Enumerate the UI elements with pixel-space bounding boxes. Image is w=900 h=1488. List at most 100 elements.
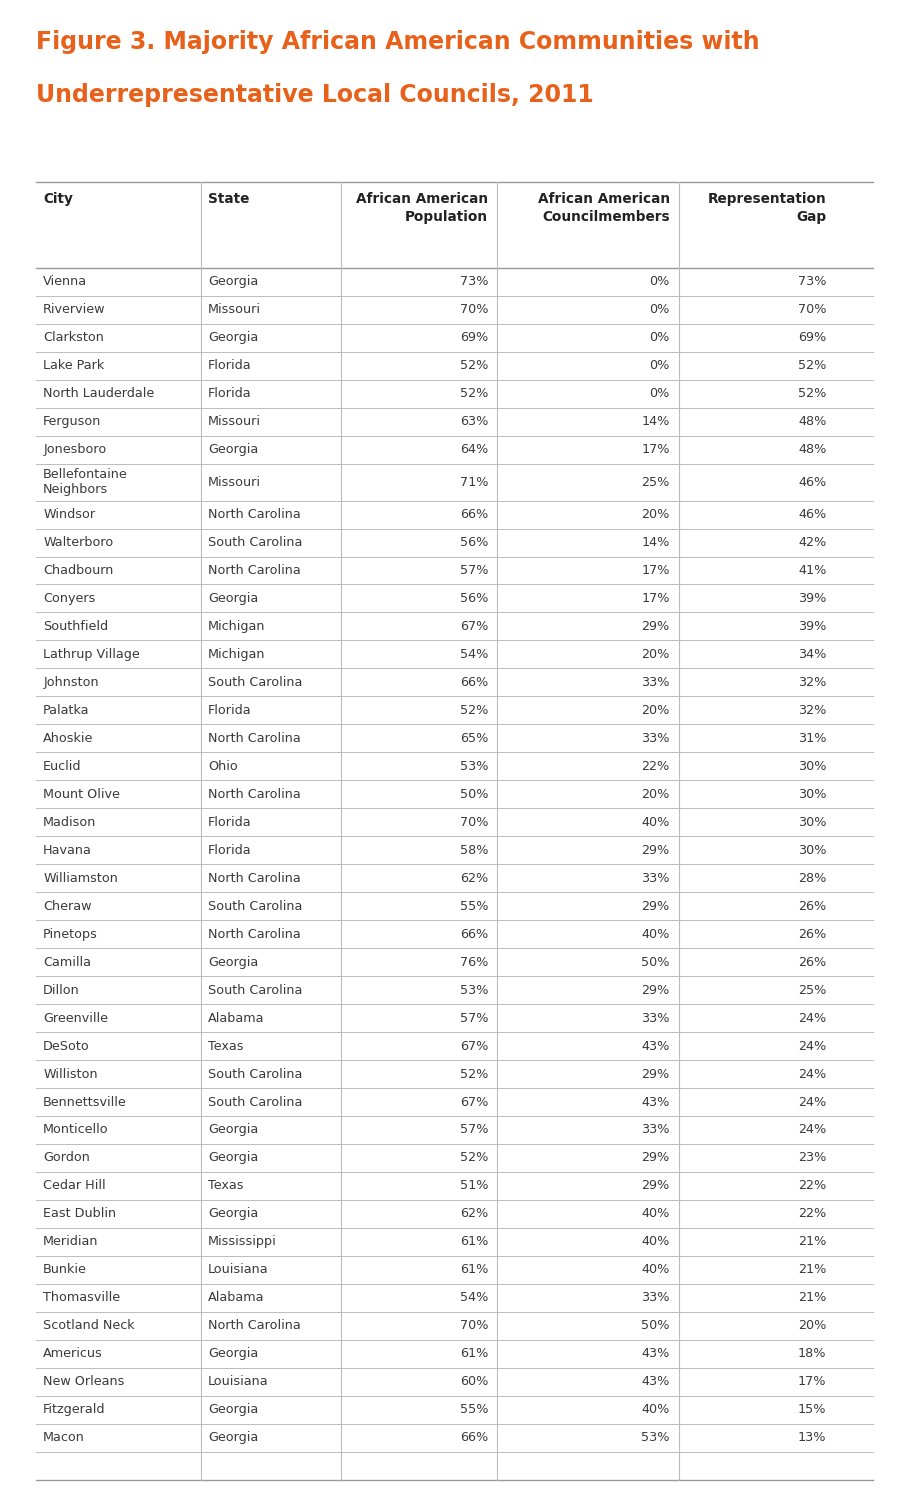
Text: South Carolina: South Carolina xyxy=(208,1095,302,1109)
Text: South Carolina: South Carolina xyxy=(208,676,302,689)
Text: 29%: 29% xyxy=(642,1180,670,1192)
Text: 69%: 69% xyxy=(798,332,826,344)
Text: Vienna: Vienna xyxy=(43,275,87,289)
Text: 52%: 52% xyxy=(460,704,488,717)
Text: 24%: 24% xyxy=(798,1012,826,1025)
Text: 66%: 66% xyxy=(460,507,488,521)
Text: North Carolina: North Carolina xyxy=(208,507,301,521)
Text: Texas: Texas xyxy=(208,1180,244,1192)
Text: Florida: Florida xyxy=(208,387,252,400)
Text: North Carolina: North Carolina xyxy=(208,732,301,745)
Text: 30%: 30% xyxy=(797,844,826,857)
Text: 52%: 52% xyxy=(798,387,826,400)
Text: 46%: 46% xyxy=(798,507,826,521)
Text: South Carolina: South Carolina xyxy=(208,984,302,997)
Text: 32%: 32% xyxy=(798,676,826,689)
Text: Monticello: Monticello xyxy=(43,1123,109,1137)
Text: 55%: 55% xyxy=(460,1403,488,1417)
Text: Macon: Macon xyxy=(43,1431,86,1445)
Text: 30%: 30% xyxy=(797,815,826,829)
Text: State: State xyxy=(208,192,249,205)
Text: 18%: 18% xyxy=(797,1347,826,1360)
Text: 33%: 33% xyxy=(642,1123,670,1137)
Text: 55%: 55% xyxy=(460,900,488,912)
Text: Missouri: Missouri xyxy=(208,476,261,488)
Text: 23%: 23% xyxy=(798,1152,826,1165)
Text: Georgia: Georgia xyxy=(208,1431,258,1445)
Text: Southfield: Southfield xyxy=(43,620,108,632)
Text: Cheraw: Cheraw xyxy=(43,900,92,912)
Text: 50%: 50% xyxy=(642,955,670,969)
Text: 48%: 48% xyxy=(798,443,826,457)
Text: South Carolina: South Carolina xyxy=(208,536,302,549)
Text: North Carolina: North Carolina xyxy=(208,787,301,801)
Text: Johnston: Johnston xyxy=(43,676,99,689)
Text: Underrepresentative Local Councils, 2011: Underrepresentative Local Councils, 2011 xyxy=(36,83,594,107)
Text: 62%: 62% xyxy=(460,872,488,885)
Text: 0%: 0% xyxy=(650,387,670,400)
Text: 52%: 52% xyxy=(460,1152,488,1165)
Text: 66%: 66% xyxy=(460,676,488,689)
Text: 20%: 20% xyxy=(642,704,670,717)
Text: Georgia: Georgia xyxy=(208,275,258,289)
Text: 26%: 26% xyxy=(798,900,826,912)
Text: 41%: 41% xyxy=(798,564,826,577)
Text: Ohio: Ohio xyxy=(208,760,238,772)
Text: Pinetops: Pinetops xyxy=(43,927,98,940)
Text: 29%: 29% xyxy=(642,1067,670,1080)
Text: Lathrup Village: Lathrup Village xyxy=(43,647,140,661)
Text: 65%: 65% xyxy=(460,732,488,745)
Text: 70%: 70% xyxy=(797,304,826,317)
Text: 57%: 57% xyxy=(460,564,488,577)
Text: 0%: 0% xyxy=(650,304,670,317)
Text: 33%: 33% xyxy=(642,676,670,689)
Text: 43%: 43% xyxy=(642,1040,670,1052)
Text: 66%: 66% xyxy=(460,927,488,940)
Text: 67%: 67% xyxy=(460,620,488,632)
Text: 33%: 33% xyxy=(642,872,670,885)
Text: 0%: 0% xyxy=(650,275,670,289)
Text: Figure 3. Majority African American Communities with: Figure 3. Majority African American Comm… xyxy=(36,30,760,54)
Text: Florida: Florida xyxy=(208,359,252,372)
Text: Alabama: Alabama xyxy=(208,1292,265,1305)
Text: 21%: 21% xyxy=(798,1292,826,1305)
Text: 69%: 69% xyxy=(460,332,488,344)
Text: Florida: Florida xyxy=(208,815,252,829)
Text: Americus: Americus xyxy=(43,1347,103,1360)
Text: 48%: 48% xyxy=(798,415,826,429)
Text: Texas: Texas xyxy=(208,1040,244,1052)
Text: 54%: 54% xyxy=(460,1292,488,1305)
Text: 64%: 64% xyxy=(460,443,488,457)
Text: 17%: 17% xyxy=(642,443,670,457)
Text: 21%: 21% xyxy=(798,1235,826,1248)
Text: 57%: 57% xyxy=(460,1123,488,1137)
Text: Williamston: Williamston xyxy=(43,872,118,885)
Text: 26%: 26% xyxy=(798,927,826,940)
Text: Ahoskie: Ahoskie xyxy=(43,732,94,745)
Text: 33%: 33% xyxy=(642,732,670,745)
Text: 40%: 40% xyxy=(642,1207,670,1220)
Text: 46%: 46% xyxy=(798,476,826,488)
Text: City: City xyxy=(43,192,73,205)
Text: 40%: 40% xyxy=(642,1235,670,1248)
Text: Louisiana: Louisiana xyxy=(208,1263,269,1277)
Text: 17%: 17% xyxy=(797,1375,826,1388)
Text: 73%: 73% xyxy=(460,275,488,289)
Text: 40%: 40% xyxy=(642,927,670,940)
Text: Euclid: Euclid xyxy=(43,760,82,772)
Text: 15%: 15% xyxy=(797,1403,826,1417)
Text: Fitzgerald: Fitzgerald xyxy=(43,1403,105,1417)
Text: Georgia: Georgia xyxy=(208,592,258,606)
Text: 20%: 20% xyxy=(642,647,670,661)
Text: 24%: 24% xyxy=(798,1040,826,1052)
Text: 29%: 29% xyxy=(642,900,670,912)
Text: 56%: 56% xyxy=(460,536,488,549)
Text: 61%: 61% xyxy=(460,1347,488,1360)
Text: Ferguson: Ferguson xyxy=(43,415,102,429)
Text: 53%: 53% xyxy=(460,984,488,997)
Text: 29%: 29% xyxy=(642,844,670,857)
Text: 25%: 25% xyxy=(798,984,826,997)
Text: Walterboro: Walterboro xyxy=(43,536,113,549)
Text: 22%: 22% xyxy=(798,1180,826,1192)
Text: Georgia: Georgia xyxy=(208,1207,258,1220)
